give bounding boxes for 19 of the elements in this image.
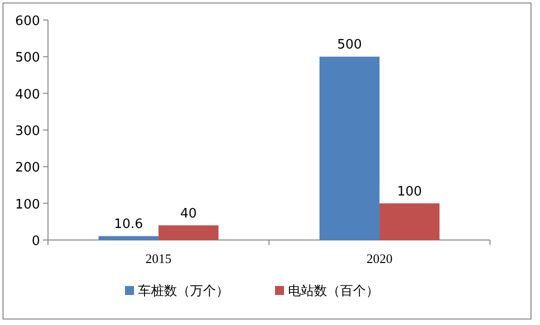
bar [320,56,380,240]
y-tick-label: 200 [15,160,40,176]
y-tick-label: 500 [15,50,40,66]
x-tick-label: 2020 [366,251,392,266]
data-label: 40 [180,206,197,222]
y-tick-label: 100 [15,197,40,212]
y-tick-label: 600 [15,14,40,29]
data-label: 100 [397,184,422,200]
data-label: 10.6 [114,217,143,232]
legend-label: 车桩数（万个） [138,284,229,299]
bar [158,225,218,240]
y-tick-label: 400 [15,87,40,102]
y-tick-label: 300 [15,124,40,139]
bar [98,236,158,240]
y-tick-label: 0 [32,234,40,249]
x-tick-label: 2015 [146,251,172,266]
data-label: 500 [337,38,362,53]
legend-label: 电站数（百个） [288,284,379,299]
bar [380,203,440,240]
